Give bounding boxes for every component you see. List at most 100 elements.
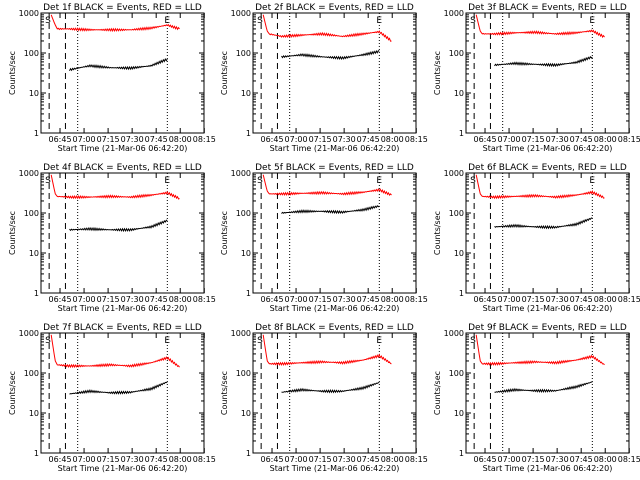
plot-frame bbox=[252, 172, 417, 294]
y-tick-label: 1 bbox=[459, 129, 464, 138]
x-tick-label: 08:15 bbox=[193, 295, 216, 304]
y-axis-label: Counts/sec bbox=[8, 51, 17, 95]
x-tick-label: 08:00 bbox=[169, 455, 192, 464]
y-tick-label: 100 bbox=[24, 369, 39, 378]
x-tick-label: 06:45 bbox=[260, 455, 283, 464]
x-tick-label: 07:45 bbox=[570, 135, 593, 144]
chart-title: Det 4f BLACK = Events, RED = LLD bbox=[43, 163, 202, 173]
x-axis-label: Start Time (21-Mar-06 06:42:20) bbox=[483, 144, 613, 153]
y-axis-label: Counts/sec bbox=[220, 51, 229, 95]
events-series-line bbox=[281, 49, 380, 61]
x-tick-label: 06:45 bbox=[473, 135, 496, 144]
x-tick-label: 08:15 bbox=[193, 455, 216, 464]
y-tick-label: 10 bbox=[454, 249, 464, 258]
x-tick-label: 07:00 bbox=[498, 135, 521, 144]
lld-series-line bbox=[475, 334, 605, 366]
end-marker: E bbox=[376, 336, 382, 346]
x-axis-label: Start Time (21-Mar-06 06:42:20) bbox=[58, 144, 188, 153]
events-series-line bbox=[494, 55, 593, 68]
x-tick-label: 06:45 bbox=[473, 455, 496, 464]
x-tick-label: 07:45 bbox=[570, 295, 593, 304]
y-tick-label: 1 bbox=[34, 129, 39, 138]
x-tick-label: 08:15 bbox=[618, 135, 640, 144]
y-tick-label: 10 bbox=[241, 409, 251, 418]
x-tick-label: 07:30 bbox=[121, 455, 144, 464]
x-axis-label: Start Time (21-Mar-06 06:42:20) bbox=[270, 304, 400, 313]
plot-frame bbox=[252, 12, 417, 134]
start-marker: S bbox=[45, 336, 51, 346]
y-tick-label: 100 bbox=[449, 369, 464, 378]
start-marker: S bbox=[257, 336, 263, 346]
events-series-line bbox=[69, 219, 168, 233]
chart-panel-7: Det 7f BLACK = Events, RED = LLD 1 10 100 10… bbox=[8, 323, 216, 473]
x-tick-label: 08:00 bbox=[594, 295, 617, 304]
x-tick-label: 07:45 bbox=[145, 295, 168, 304]
start-marker: S bbox=[470, 336, 476, 346]
lld-series-line bbox=[50, 14, 180, 33]
y-tick-label: 1 bbox=[34, 289, 39, 298]
x-tick-label: 07:45 bbox=[357, 295, 380, 304]
lld-series-line bbox=[50, 174, 180, 200]
end-marker: E bbox=[589, 16, 595, 26]
x-tick-label: 07:30 bbox=[546, 455, 569, 464]
y-tick-label: 1000 bbox=[19, 169, 39, 178]
y-tick-label: 1000 bbox=[444, 9, 464, 18]
x-tick-label: 07:00 bbox=[285, 455, 308, 464]
x-tick-label: 08:00 bbox=[169, 295, 192, 304]
y-axis-label: Counts/sec bbox=[433, 51, 442, 95]
y-tick-label: 10 bbox=[29, 89, 39, 98]
end-marker: E bbox=[164, 16, 170, 26]
x-tick-label: 06:45 bbox=[48, 135, 71, 144]
x-tick-label: 08:15 bbox=[405, 455, 428, 464]
x-tick-label: 07:45 bbox=[357, 455, 380, 464]
chart-panel-6: Det 6f BLACK = Events, RED = LLD 1 10 100 10… bbox=[433, 163, 640, 313]
y-tick-label: 10 bbox=[241, 89, 251, 98]
start-marker: S bbox=[257, 16, 263, 26]
y-axis-label: Counts/sec bbox=[433, 371, 442, 415]
x-tick-label: 07:30 bbox=[333, 295, 356, 304]
end-marker: E bbox=[376, 176, 382, 186]
chart-panel-4: Det 4f BLACK = Events, RED = LLD 1 10 100 10… bbox=[8, 163, 216, 313]
plot-frame bbox=[40, 172, 205, 294]
x-tick-label: 08:00 bbox=[381, 135, 404, 144]
x-tick-label: 08:00 bbox=[169, 135, 192, 144]
chart-panel-1: Det 1f BLACK = Events, RED = LLD 1 10 100 10… bbox=[8, 3, 216, 153]
y-tick-label: 1000 bbox=[231, 169, 251, 178]
start-marker: S bbox=[470, 176, 476, 186]
x-tick-label: 07:15 bbox=[97, 135, 120, 144]
x-tick-label: 07:15 bbox=[522, 295, 545, 304]
x-tick-label: 07:30 bbox=[121, 295, 144, 304]
y-tick-label: 1 bbox=[34, 449, 39, 458]
lld-series-line bbox=[262, 334, 392, 366]
chart-title: Det 8f BLACK = Events, RED = LLD bbox=[255, 323, 414, 333]
x-tick-label: 07:15 bbox=[522, 455, 545, 464]
events-series-line bbox=[281, 382, 380, 394]
x-tick-label: 06:45 bbox=[48, 295, 71, 304]
x-tick-label: 07:45 bbox=[145, 135, 168, 144]
x-tick-label: 07:15 bbox=[309, 295, 332, 304]
y-tick-label: 10 bbox=[454, 409, 464, 418]
x-tick-label: 08:15 bbox=[405, 295, 428, 304]
x-tick-label: 07:00 bbox=[498, 455, 521, 464]
start-marker: S bbox=[45, 176, 51, 186]
x-tick-label: 08:00 bbox=[594, 455, 617, 464]
y-tick-label: 100 bbox=[236, 209, 251, 218]
chart-title: Det 9f BLACK = Events, RED = LLD bbox=[468, 323, 627, 333]
plot-frame bbox=[252, 332, 417, 454]
x-tick-label: 06:45 bbox=[260, 135, 283, 144]
end-marker: E bbox=[589, 176, 595, 186]
y-tick-label: 100 bbox=[24, 209, 39, 218]
events-series-line bbox=[494, 217, 593, 230]
x-tick-label: 07:00 bbox=[285, 295, 308, 304]
x-tick-label: 06:45 bbox=[473, 295, 496, 304]
lld-series-line bbox=[262, 14, 392, 42]
events-series-line bbox=[69, 381, 168, 395]
y-tick-label: 1 bbox=[459, 289, 464, 298]
chart-title: Det 2f BLACK = Events, RED = LLD bbox=[255, 3, 414, 13]
chart-panel-9: Det 9f BLACK = Events, RED = LLD 1 10 100 10… bbox=[433, 323, 640, 473]
x-tick-label: 07:45 bbox=[357, 135, 380, 144]
y-axis-label: Counts/sec bbox=[433, 211, 442, 255]
chart-panel-3: Det 3f BLACK = Events, RED = LLD 1 10 100 10… bbox=[433, 3, 640, 153]
x-tick-label: 07:15 bbox=[309, 135, 332, 144]
